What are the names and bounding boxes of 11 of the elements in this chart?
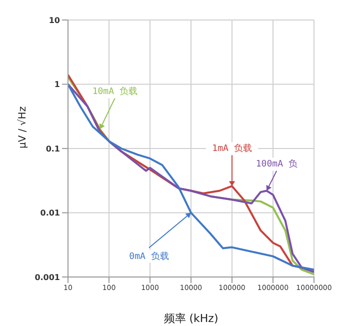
annotation: 10mA 负载 [92, 86, 138, 98]
annotation: 1mA 负载 [212, 143, 252, 154]
y-tick-label: 1 [54, 80, 60, 90]
y-axis-title: μV / √Hz [16, 106, 29, 148]
y-tick-label: 0.001 [34, 272, 60, 282]
y-tick-label: 0.01 [40, 208, 60, 218]
x-axis-title: 频率 (kHz) [164, 312, 218, 325]
annotation: 100mA 负 [256, 158, 298, 170]
y-tick-label: 0.1 [46, 144, 60, 154]
annotation: 0mA 负载 [129, 250, 169, 262]
y-tick-label: 10 [48, 16, 60, 25]
